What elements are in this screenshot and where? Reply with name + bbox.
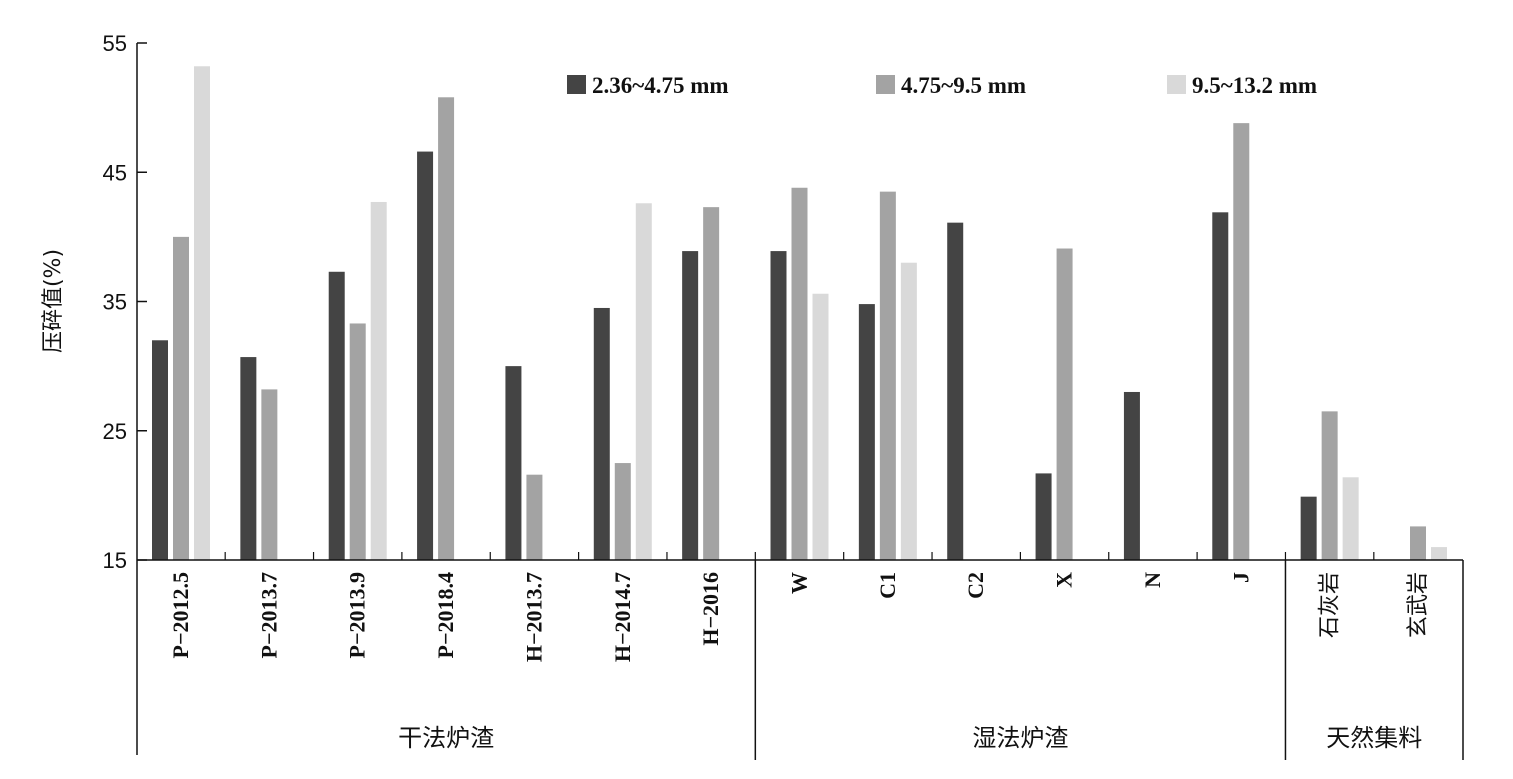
bar-8-series-2 [791, 187, 808, 560]
bar-4-series-1 [417, 151, 434, 560]
y-tick-label-15: 15 [103, 548, 127, 573]
bar-10-series-1 [947, 222, 964, 560]
bar-2-series-1 [240, 357, 257, 560]
axes-layer [136, 42, 1464, 760]
group-label-1: 干法炉渣 [398, 724, 494, 752]
bars-layer [152, 66, 1447, 561]
x-category-label-13: J [1228, 572, 1253, 583]
bar-1-series-2 [173, 236, 189, 560]
legend: 2.36~4.75 mm 4.75~9.5 mm 9.5~13.2 mm [567, 73, 1317, 98]
legend-label-2: 4.75~9.5 mm [901, 73, 1026, 98]
x-category-label-9: C1 [875, 572, 900, 599]
bar-9-series-2 [879, 191, 896, 560]
bar-5-series-1 [505, 366, 522, 560]
x-category-label-6: H−2014.7 [610, 572, 635, 662]
x-category-label-4: P−2018.4 [433, 572, 458, 658]
bar-6-series-3 [635, 203, 652, 560]
x-category-label-14: 石灰岩 [1318, 572, 1343, 638]
bar-4-series-2 [438, 97, 455, 560]
x-category-label-8: W [787, 572, 812, 594]
x-category-label-12: N [1140, 572, 1165, 588]
bar-13-series-2 [1233, 123, 1250, 560]
bar-9-series-3 [900, 262, 917, 560]
bar-15-series-3 [1431, 547, 1447, 560]
legend-swatch-3 [1167, 75, 1186, 94]
y-tick-label-25: 25 [103, 419, 127, 444]
x-category-label-11: X [1052, 572, 1077, 588]
bar-8-series-1 [770, 251, 787, 560]
legend-swatch-2 [876, 75, 895, 94]
x-category-label-1: P−2012.5 [168, 572, 193, 658]
group-label-3: 天然集料 [1326, 724, 1422, 752]
bar-11-series-2 [1056, 248, 1073, 560]
bar-15-series-2 [1410, 526, 1426, 560]
y-axis-title: 压碎值(%) [41, 249, 66, 353]
y-tick-label-35: 35 [103, 290, 127, 315]
bar-6-series-2 [614, 463, 631, 560]
x-category-label-5: H−2013.7 [521, 572, 546, 662]
bar-14-series-3 [1342, 477, 1359, 560]
legend-label-1: 2.36~4.75 mm [592, 73, 729, 98]
bar-1-series-3 [194, 66, 210, 560]
legend-swatch-1 [567, 75, 586, 94]
y-tick-label-55: 55 [103, 31, 127, 56]
bar-9-series-1 [858, 304, 875, 560]
labels-layer: 15 25 35 45 55 P−2012.5 P−2013.7 P−2013.9 P−2018… [103, 31, 1431, 752]
x-category-label-15: 玄武岩 [1406, 572, 1431, 638]
y-tick-label-45: 45 [103, 160, 127, 185]
bar-1-series-1 [152, 340, 168, 560]
bar-6-series-1 [593, 307, 610, 560]
bar-8-series-3 [812, 293, 829, 560]
bar-2-series-2 [261, 389, 278, 560]
x-category-label-7: H−2016 [698, 572, 723, 646]
bar-7-series-2 [703, 207, 720, 560]
bar-13-series-1 [1212, 212, 1229, 560]
x-category-label-3: P−2013.9 [345, 572, 370, 658]
bar-14-series-1 [1300, 496, 1317, 560]
bar-11-series-1 [1035, 473, 1052, 560]
x-category-label-2: P−2013.7 [256, 572, 281, 658]
group-label-2: 湿法炉渣 [972, 724, 1068, 752]
bar-7-series-1 [682, 251, 699, 560]
bar-3-series-1 [328, 271, 345, 560]
legend-label-3: 9.5~13.2 mm [1192, 73, 1317, 98]
bar-3-series-3 [370, 201, 387, 561]
bar-3-series-2 [349, 323, 366, 560]
bar-12-series-1 [1123, 391, 1140, 560]
bar-14-series-2 [1321, 411, 1338, 560]
x-category-label-10: C2 [963, 572, 988, 599]
bar-5-series-2 [526, 474, 543, 560]
